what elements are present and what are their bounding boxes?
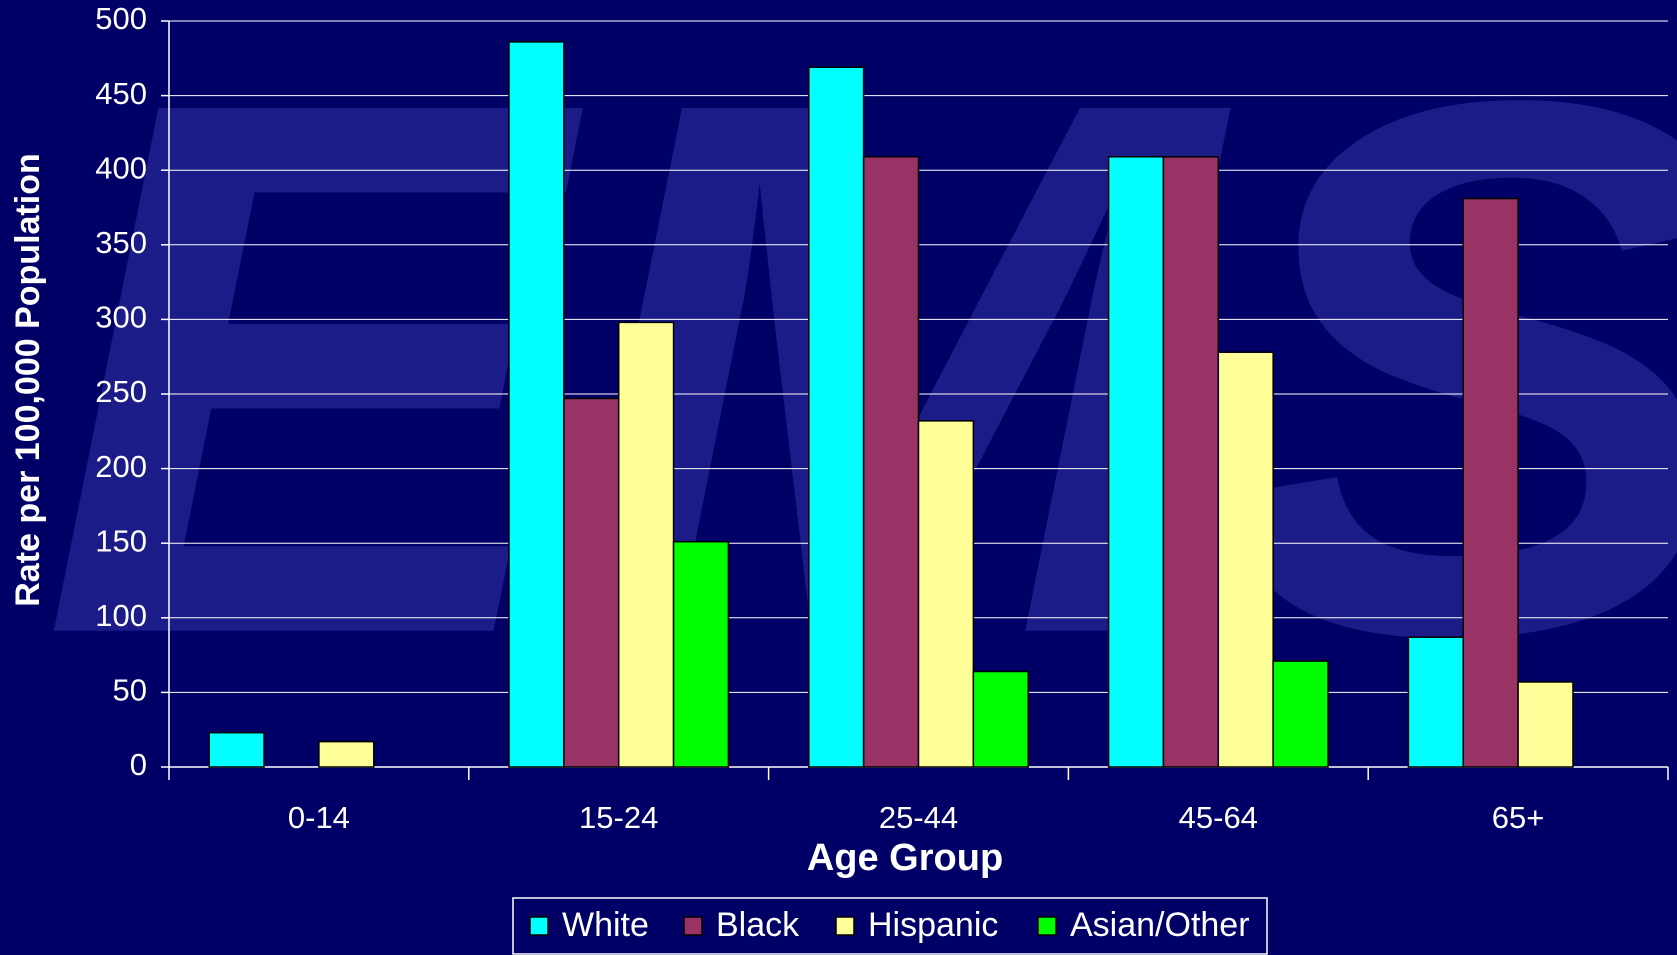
legend-label: Asian/Other bbox=[1070, 906, 1250, 944]
bar bbox=[672, 540, 730, 768]
y-tick-label: 200 bbox=[95, 449, 147, 484]
legend-swatch bbox=[683, 916, 703, 936]
y-tick-label: 400 bbox=[95, 150, 147, 185]
y-tick-label: 100 bbox=[95, 598, 147, 633]
x-axis-title: Age Group bbox=[807, 837, 1003, 879]
y-tick-label: 500 bbox=[95, 1, 147, 36]
y-axis-title: Rate per 100,000 Population bbox=[9, 153, 47, 607]
bar bbox=[1107, 156, 1165, 768]
legend-box bbox=[512, 897, 1268, 955]
bar bbox=[808, 66, 865, 768]
bar bbox=[1272, 660, 1329, 768]
bar bbox=[1517, 681, 1574, 768]
legend-swatch bbox=[529, 916, 549, 936]
x-tick-label: 45-64 bbox=[1179, 800, 1258, 835]
y-tick-label: 150 bbox=[95, 523, 147, 558]
bar bbox=[318, 740, 375, 768]
y-tick-label: 300 bbox=[95, 300, 147, 335]
x-tick-label: 65+ bbox=[1492, 800, 1545, 835]
y-tick-label: 350 bbox=[95, 225, 147, 260]
legend-label: Hispanic bbox=[868, 906, 998, 944]
bar bbox=[1407, 636, 1464, 768]
bar bbox=[563, 397, 620, 768]
legend: White Black Hispanic Asian/Other bbox=[512, 897, 1268, 955]
bar bbox=[972, 670, 1029, 768]
bar bbox=[862, 156, 920, 768]
legend-label: Black bbox=[716, 906, 800, 944]
x-tick-label: 15-24 bbox=[579, 800, 658, 835]
bar bbox=[508, 41, 565, 768]
bar bbox=[617, 321, 675, 768]
bar bbox=[917, 420, 975, 768]
y-tick-label: 450 bbox=[95, 76, 147, 111]
y-tick-label: 0 bbox=[130, 747, 147, 782]
legend-swatch bbox=[835, 916, 855, 936]
legend-label: White bbox=[562, 906, 649, 944]
y-tick-label: 50 bbox=[113, 673, 147, 708]
y-tick-label: 250 bbox=[95, 374, 147, 409]
bar bbox=[1462, 197, 1519, 768]
legend-swatch bbox=[1037, 916, 1057, 936]
bar bbox=[208, 731, 265, 768]
bar bbox=[1162, 156, 1220, 768]
x-tick-label: 25-44 bbox=[879, 800, 958, 835]
x-tick-label: 0-14 bbox=[288, 800, 350, 835]
bar bbox=[1217, 351, 1274, 768]
